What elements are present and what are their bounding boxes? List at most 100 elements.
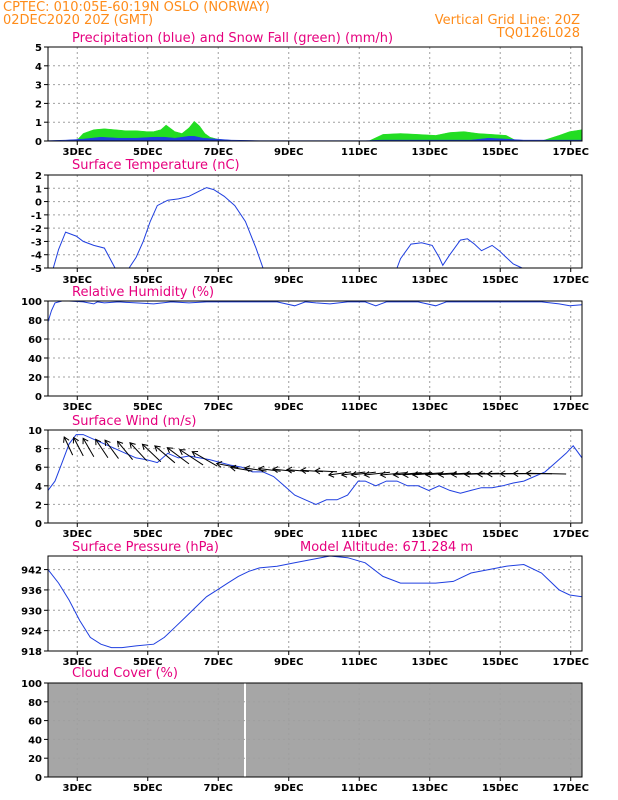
- y-tick-label: 942: [21, 566, 42, 577]
- x-tick-label: 17DEC: [553, 657, 589, 668]
- x-tick-label: 5DEC: [133, 402, 162, 413]
- y-tick-label: 0: [35, 198, 42, 209]
- y-tick-label: -2: [31, 224, 42, 235]
- y-tick-label: 100: [21, 297, 42, 308]
- x-tick-label: 5DEC: [133, 783, 162, 794]
- series-line: [52, 187, 523, 269]
- wind-arrow: [285, 466, 309, 474]
- panel-4: 0 2 4 6 8 10 3DEC 5DEC 7DEC 9DEC 11DEC 13DEC 15DEC 17…: [28, 414, 589, 540]
- x-tick-label: 3DEC: [63, 783, 92, 794]
- wind-arrow: [363, 471, 390, 478]
- y-tick-label: 100: [21, 679, 42, 690]
- cloud-cover-area: [48, 683, 582, 777]
- series-line: [48, 434, 582, 505]
- panel-title: Surface Pressure (hPa): [72, 540, 219, 555]
- x-tick-label: 9DEC: [274, 147, 303, 158]
- panel-frame: [47, 682, 583, 778]
- x-tick-label: 15DEC: [482, 529, 518, 540]
- panel-frame: [47, 46, 583, 142]
- y-tick-label: 3: [35, 81, 42, 92]
- series-line: [48, 555, 582, 649]
- x-tick-label: 15DEC: [482, 657, 518, 668]
- y-tick-label: 0: [35, 137, 42, 148]
- panel-1: 0 1 2 3 4 5 3DEC 5DEC 7DEC 9DEC 11DEC 13DEC 15DEC 17D…: [35, 31, 589, 158]
- wind-arrow: [129, 442, 148, 462]
- y-tick-label: -5: [31, 264, 42, 275]
- y-tick-label: 4: [35, 482, 42, 493]
- header-model-id: TQ0126L028: [496, 26, 580, 41]
- wind-arrow: [350, 471, 376, 478]
- x-tick-label: 17DEC: [553, 783, 589, 794]
- x-tick-label: 9DEC: [274, 275, 303, 286]
- x-tick-label: 17DEC: [553, 402, 589, 413]
- x-tick-label: 15DEC: [482, 147, 518, 158]
- y-tick-label: 930: [21, 606, 42, 617]
- y-tick-label: 20: [28, 754, 42, 765]
- y-tick-label: 40: [28, 354, 42, 365]
- y-tick-label: 8: [35, 445, 42, 456]
- panel-frame: [47, 429, 583, 524]
- panel-frame: [47, 555, 583, 652]
- panel-title: Precipitation (blue) and Snow Fall (gree…: [72, 31, 393, 46]
- x-tick-label: 7DEC: [204, 657, 233, 668]
- y-tick-label: 6: [35, 463, 42, 474]
- x-tick-label: 17DEC: [553, 147, 589, 158]
- y-tick-label: 1: [35, 184, 42, 195]
- x-tick-label: 9DEC: [274, 657, 303, 668]
- wind-arrow: [141, 443, 162, 463]
- x-tick-label: 15DEC: [482, 402, 518, 413]
- x-tick-label: 13DEC: [412, 657, 448, 668]
- y-tick-label: 0: [35, 773, 42, 784]
- x-tick-label: 17DEC: [553, 529, 589, 540]
- x-tick-label: 5DEC: [133, 147, 162, 158]
- panel-title: Surface Wind (m/s): [72, 414, 196, 429]
- y-tick-label: 2: [35, 500, 42, 511]
- y-tick-label: 2: [35, 171, 42, 182]
- y-tick-label: 80: [28, 698, 42, 709]
- panel-frame: [47, 300, 583, 397]
- x-tick-label: 7DEC: [204, 783, 233, 794]
- wind-arrow: [229, 464, 253, 472]
- x-tick-label: 3DEC: [63, 147, 92, 158]
- x-tick-label: 15DEC: [482, 275, 518, 286]
- wind-arrow: [314, 467, 338, 475]
- wind-arrow: [104, 439, 119, 459]
- wind-arrow: [82, 437, 95, 457]
- wind-arrow: [63, 436, 74, 456]
- y-tick-label: 40: [28, 735, 42, 746]
- wind-arrow: [424, 471, 457, 478]
- y-tick-label: 4: [35, 62, 42, 73]
- x-tick-label: 5DEC: [133, 657, 162, 668]
- panel-frame: [47, 174, 583, 269]
- y-tick-label: -1: [31, 211, 42, 222]
- x-tick-label: 11DEC: [341, 147, 377, 158]
- x-tick-label: 13DEC: [412, 402, 448, 413]
- panels: 0 1 2 3 4 5 3DEC 5DEC 7DEC 9DEC 11DEC 13DEC 15DEC 17D…: [21, 31, 589, 794]
- y-tick-label: 80: [28, 316, 42, 327]
- header-init-time: 02DEC2020 20Z (GMT): [3, 13, 153, 28]
- y-tick-label: 918: [21, 647, 42, 658]
- x-tick-label: 3DEC: [63, 529, 92, 540]
- panel-5: 918 924 930 936 942 3DEC 5DEC 7DEC 9DEC 11DEC 13DE…: [21, 540, 589, 668]
- x-tick-label: 11DEC: [341, 783, 377, 794]
- wind-arrow: [166, 447, 190, 465]
- wind-arrow: [243, 465, 267, 473]
- wind-arrow: [271, 466, 295, 473]
- wind-arrow: [116, 440, 133, 460]
- x-tick-label: 11DEC: [341, 657, 377, 668]
- y-tick-label: 5: [35, 43, 42, 54]
- y-tick-label: 0: [35, 392, 42, 403]
- panel-6: 0 20 40 60 80 100 3DEC 5DEC 7DEC 9DEC 11DEC 13DEC 15…: [21, 666, 589, 794]
- x-tick-label: 7DEC: [204, 147, 233, 158]
- x-tick-label: 7DEC: [204, 529, 233, 540]
- x-tick-label: 7DEC: [204, 402, 233, 413]
- wind-arrow: [72, 436, 84, 457]
- x-tick-label: 5DEC: [133, 275, 162, 286]
- x-tick-label: 9DEC: [274, 402, 303, 413]
- x-tick-label: 13DEC: [412, 275, 448, 286]
- x-tick-label: 3DEC: [63, 275, 92, 286]
- panel-title: Cloud Cover (%): [72, 666, 178, 681]
- y-tick-label: 60: [28, 335, 42, 346]
- panel-title: Surface Temperature (nC): [72, 158, 240, 173]
